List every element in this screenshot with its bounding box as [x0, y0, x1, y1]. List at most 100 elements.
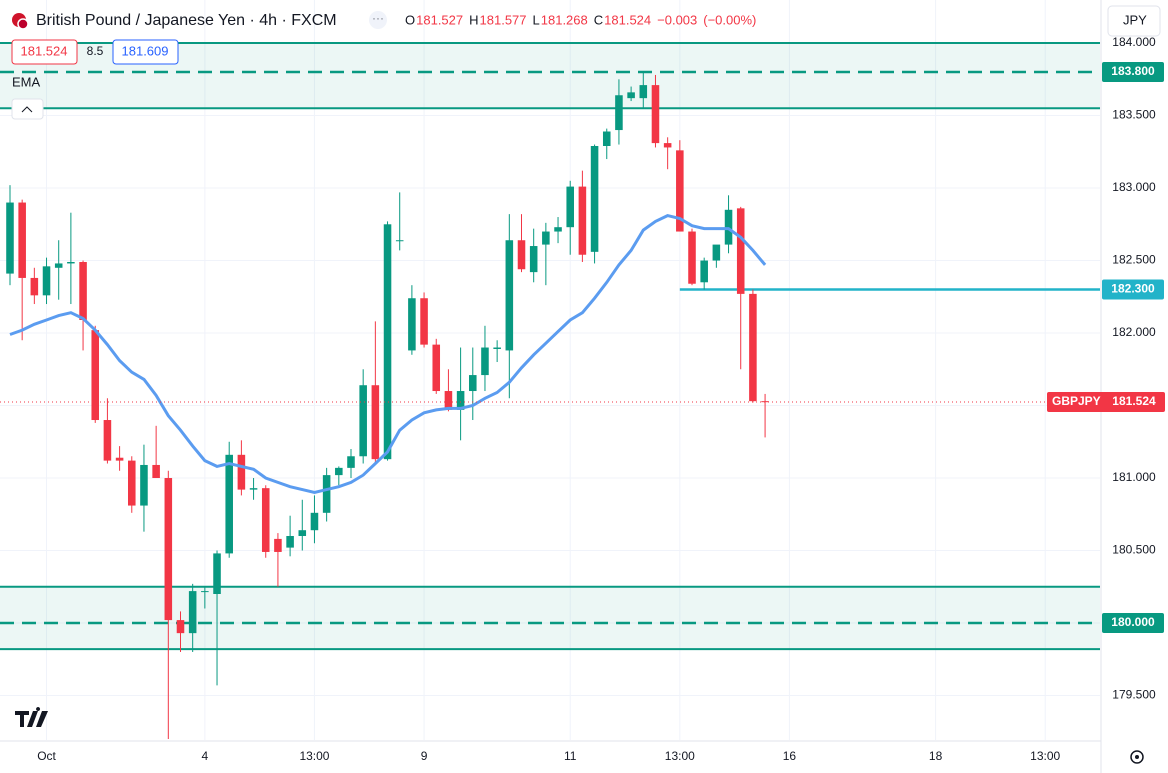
x-tick-label: 13:00 — [299, 749, 329, 763]
currency[interactable]: JPY — [1123, 12, 1147, 27]
ohlc-text: 181.577 — [480, 12, 527, 27]
level-label: 182.300 — [1111, 282, 1155, 296]
header: British Pound / Japanese Yen · 4h · FXCM… — [12, 11, 756, 30]
settings-icon[interactable] — [1135, 755, 1139, 759]
collapse-icon — [21, 106, 33, 113]
y-tick-label: 183.000 — [1112, 180, 1156, 194]
logo — [15, 707, 48, 727]
candle-body — [432, 344, 441, 392]
candle-body — [688, 231, 696, 284]
level-label: 183.800 — [1111, 64, 1155, 78]
x-tick-label: 11 — [564, 749, 577, 763]
ask-box[interactable] — [112, 39, 179, 65]
candle-body — [335, 467, 343, 476]
candle-body — [176, 620, 185, 634]
y-tick-label: 179.500 — [1112, 688, 1156, 702]
candle-body — [517, 240, 526, 270]
candle-body — [201, 591, 209, 593]
candle-body — [444, 391, 453, 410]
bid-box[interactable] — [11, 39, 78, 65]
ohlc-text: 181.524 — [604, 12, 651, 27]
candle-body — [115, 457, 124, 461]
bid: 181.524 — [21, 43, 68, 58]
zone — [0, 43, 1100, 109]
ohlc-text: L — [533, 12, 540, 27]
candle-body — [420, 298, 428, 345]
candle-body — [54, 263, 63, 268]
symbol-label: GBPJPY — [1052, 394, 1101, 408]
level-label: 180.000 — [1111, 615, 1155, 629]
x-tick-label: 9 — [421, 749, 428, 763]
y-tick-label: 184.000 — [1112, 35, 1156, 49]
ask: 181.609 — [122, 43, 169, 58]
candle-body — [67, 261, 75, 264]
candle-body — [42, 266, 51, 296]
candle-body — [383, 224, 392, 460]
candle-body — [298, 530, 307, 537]
x-tick-label: 13:00 — [665, 749, 695, 763]
ohlc-text: (−0.00%) — [703, 12, 756, 27]
ohlc-text: 181.527 — [416, 12, 463, 27]
title: British Pound / Japanese Yen · 4h · FXCM — [36, 12, 337, 29]
candle-body — [505, 240, 514, 351]
level-label-box — [1102, 612, 1164, 633]
candle-body — [736, 208, 745, 294]
candle-body — [408, 298, 416, 351]
spread: 8.5 — [87, 44, 104, 58]
candle-body — [213, 553, 221, 595]
x-tick-label: 4 — [202, 749, 209, 763]
menu-dots[interactable]: ··· — [372, 11, 384, 25]
settings-icon[interactable] — [1130, 750, 1144, 764]
candle-body — [128, 460, 136, 506]
candle-body — [481, 347, 489, 376]
candle-body — [469, 375, 477, 392]
menu-icon[interactable] — [369, 11, 387, 29]
candle-body — [566, 186, 574, 228]
ohlc-text: O — [405, 12, 415, 27]
candle-body — [140, 464, 148, 506]
candle-body — [651, 85, 660, 144]
candle-body — [627, 92, 635, 99]
last-price-box — [1047, 392, 1165, 413]
candle-body — [322, 475, 331, 513]
indicator-name: EMA — [12, 74, 41, 89]
candle-body — [286, 536, 294, 548]
level-label-box — [1102, 62, 1164, 83]
level-label-box — [1102, 279, 1164, 300]
ohlc-text: C — [594, 12, 603, 27]
candle-body — [359, 385, 367, 457]
currency-button[interactable] — [1107, 5, 1161, 37]
candle-body — [225, 454, 233, 554]
candle-body — [249, 488, 258, 490]
candle-body — [103, 420, 112, 461]
candle-body — [188, 591, 197, 634]
candle-body — [6, 202, 14, 274]
candle-body — [700, 260, 708, 283]
collapse-button[interactable] — [11, 98, 44, 120]
ohlc-text: 181.268 — [541, 12, 588, 27]
candle-body — [310, 512, 319, 531]
candle-body — [602, 131, 611, 146]
x-tick-label: 13:00 — [1030, 749, 1060, 763]
candle-body — [578, 186, 587, 255]
candle-body — [30, 277, 39, 296]
y-tick-label: 182.000 — [1112, 325, 1156, 339]
candle-body — [663, 143, 672, 148]
x-tick-label: 18 — [929, 749, 943, 763]
candle-body — [615, 95, 623, 131]
candle-body — [152, 464, 160, 479]
ohlc-text: −0.003 — [657, 12, 697, 27]
candle-body — [79, 261, 87, 320]
candle-body — [164, 478, 173, 621]
x-tick-label: 16 — [783, 749, 797, 763]
candle-body — [761, 401, 769, 403]
flag-icon — [17, 18, 29, 30]
y-tick-label: 181.000 — [1112, 470, 1156, 484]
candle-body — [542, 231, 550, 245]
x-tick-label: Oct — [37, 749, 56, 763]
candle-body — [274, 538, 282, 552]
last-price-label: 181.524 — [1112, 394, 1156, 408]
plot — [0, 0, 1100, 740]
